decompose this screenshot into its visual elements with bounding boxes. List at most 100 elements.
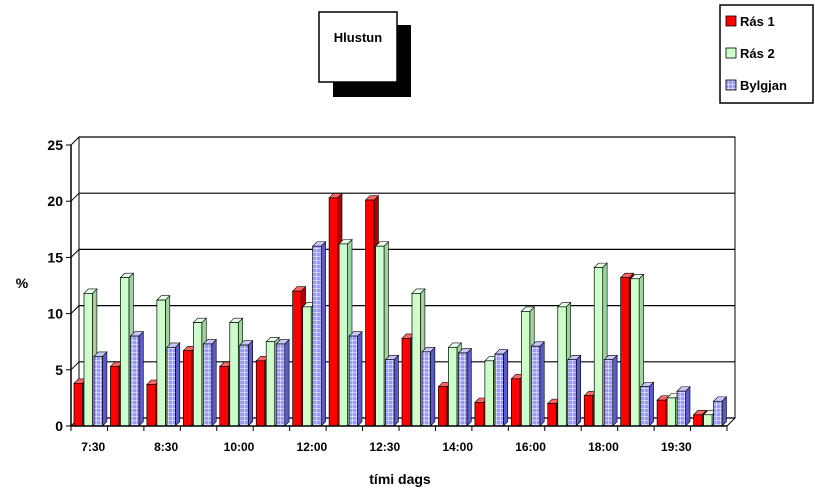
x-tick-label: 14:00 (442, 440, 473, 454)
bar-front (693, 414, 703, 427)
bar-front (182, 350, 193, 427)
bar-side (175, 342, 181, 427)
bar-bylgjan (129, 330, 145, 427)
bar-front (219, 366, 229, 427)
bar-front (401, 337, 411, 427)
bar-front (640, 386, 650, 427)
gridline-side (70, 192, 80, 202)
bars (73, 192, 728, 427)
gridline-side (70, 305, 80, 314)
bar-front (375, 245, 385, 427)
bar-front (411, 293, 421, 427)
bar-front (192, 322, 203, 427)
y-axis-label: % (16, 275, 29, 291)
bar-side (393, 354, 399, 427)
bar-side (503, 348, 509, 427)
bar-front (292, 290, 302, 427)
x-axis-label: tími dags (369, 471, 431, 487)
gridline-side (70, 249, 80, 258)
bar-front (666, 397, 676, 427)
bar-bylgjan (348, 330, 363, 427)
bar-side (539, 341, 545, 427)
bar-front (93, 355, 103, 427)
bar-front (338, 243, 348, 427)
x-tick-label: 12:30 (369, 440, 400, 454)
y-tick-label: 20 (47, 193, 63, 209)
bar-front (676, 390, 686, 427)
bar-front (421, 351, 431, 427)
bar-bylgjan (311, 241, 327, 427)
bar-front (474, 402, 484, 427)
legend-label-ras1: Rás 1 (740, 14, 775, 29)
bar-side (685, 386, 691, 427)
bar-front (583, 395, 594, 427)
bar-bylgjan (712, 396, 728, 427)
bar-bylgjan (530, 341, 545, 427)
bar-front (520, 311, 531, 427)
bar-front (275, 343, 286, 427)
bar-side (357, 330, 363, 427)
bar-side (430, 346, 436, 427)
x-tick-label: 16:00 (515, 440, 546, 454)
bar-front (156, 299, 166, 427)
bar-bylgjan (202, 338, 217, 427)
x-tick-label: 7:30 (81, 440, 105, 454)
bar-bylgjan (457, 347, 473, 427)
bar-bylgjan (421, 346, 436, 427)
bar-bylgjan (239, 339, 254, 427)
bar-front (530, 345, 541, 427)
bar-side (284, 338, 290, 427)
legend-swatch-bylgjan (725, 79, 737, 91)
bar-bylgjan (639, 381, 655, 427)
bar-bylgjan (494, 348, 509, 427)
gridline-side (70, 136, 80, 146)
bar-side (721, 396, 727, 427)
y-tick-label: 0 (55, 418, 63, 434)
bar-front (703, 414, 713, 427)
bar-front (448, 346, 458, 427)
x-tick-label: 8:30 (154, 440, 178, 454)
bar-front (494, 353, 504, 427)
bar-side (466, 347, 472, 427)
bar-front (557, 306, 567, 427)
legend-swatch-ras1 (725, 15, 737, 27)
bar-side (612, 354, 618, 427)
y-tick-label: 15 (47, 249, 63, 265)
bar-front (255, 360, 266, 427)
x-tick-label: 18:00 (588, 440, 619, 454)
bar-front (567, 359, 577, 427)
y-tick-label: 5 (55, 362, 63, 378)
bar-front (385, 359, 395, 427)
bar-front (166, 346, 176, 427)
bar-front (120, 277, 130, 427)
bar-front (130, 335, 140, 427)
bar-bylgjan (384, 354, 400, 427)
y-tick-label: 10 (47, 306, 63, 322)
bar-front (484, 360, 494, 427)
bar-front (656, 399, 666, 427)
bar-front (146, 384, 156, 427)
legend-swatch-ras2 (725, 47, 737, 59)
bar-front (603, 359, 614, 427)
x-tick-labels: 7:30 8:30 10:00 12:00 12:30 14:00 16:00 18:00 19… (81, 440, 692, 454)
bar-front (438, 386, 448, 427)
bar-front (239, 344, 249, 427)
gridline-side (70, 361, 80, 371)
bar-front (110, 366, 120, 427)
x-tick-label: 12:00 (297, 440, 328, 454)
bar-front (83, 293, 93, 427)
bar-front (365, 199, 375, 427)
y-tick-labels: 0 5 10 15 20 25 (47, 137, 63, 434)
title-frame (318, 11, 398, 83)
bar-side (247, 339, 253, 427)
bar-front (458, 352, 468, 427)
bar-front (265, 341, 276, 427)
bar-side (648, 381, 654, 427)
legend-label-bylgjan: Bylgjan (740, 78, 787, 93)
chart-title: Hlustun (334, 30, 382, 45)
y-tick-label: 25 (47, 137, 63, 153)
bar-front (229, 322, 239, 427)
x-tick-label: 19:30 (661, 440, 692, 454)
x-axis-corner (726, 417, 736, 427)
